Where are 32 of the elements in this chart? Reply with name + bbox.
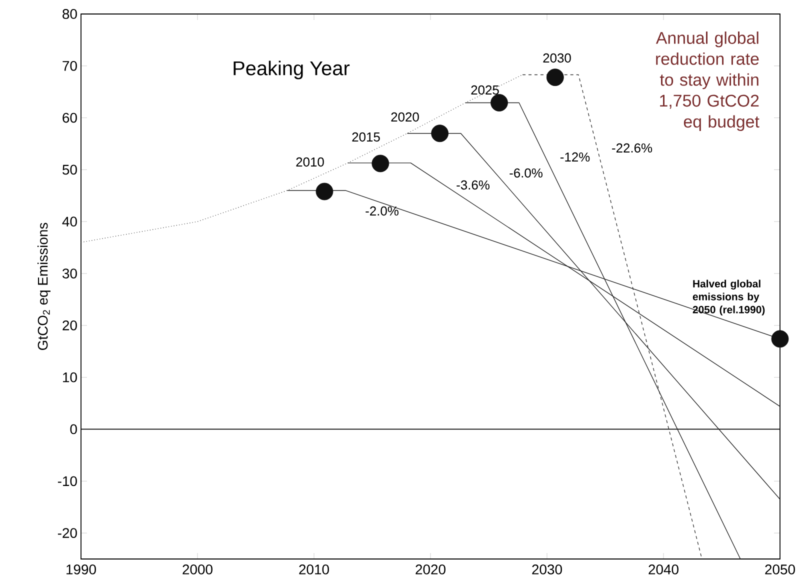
y-tick-label: 30	[62, 268, 77, 278]
y-tick-label: -10	[58, 476, 77, 486]
y-tick-label: 20	[62, 320, 77, 330]
x-tick-label: 2050	[765, 564, 795, 574]
annotation: Annual global reduction rate to stay within 1,750 GtCO2 eq budget	[656, 32, 760, 131]
annotation: 2030	[543, 53, 571, 63]
x-tick-label: 2010	[299, 564, 329, 574]
y-axis-title: GtCO$_{2}$ eq Emissions	[37, 222, 50, 350]
y-tick-label: 60	[62, 112, 77, 123]
annotation: 2020	[391, 112, 419, 122]
y-tick-label: -20	[58, 528, 77, 538]
x-tick-label: 1990	[66, 564, 96, 574]
y-tick-label: 10	[63, 372, 77, 382]
y-tick-label: 40	[62, 216, 77, 227]
x-tick-label: 2040	[648, 564, 678, 574]
y-tick-label: 50	[62, 164, 77, 175]
x-tick-label: 2030	[532, 564, 562, 574]
x-tick-label: 2020	[416, 564, 446, 574]
annotation: 2010	[296, 157, 324, 167]
annotation: -2.0%	[366, 206, 398, 216]
annotation: Halved global emissions by 2050 (rel.1990)	[692, 280, 765, 316]
text: Peaking Year	[234, 60, 350, 80]
annotation: -3.6%	[456, 180, 490, 190]
annotation: -12%	[560, 152, 590, 162]
y-tick-label: 70	[62, 60, 77, 71]
x-tick-label: 2000	[182, 564, 212, 574]
annotation: 2015	[352, 132, 380, 142]
y-tick-label: 80	[62, 9, 77, 19]
annotation: -22.6%	[612, 143, 652, 153]
annotation: -6.0%	[510, 168, 542, 178]
y-tick-label: 0	[70, 424, 77, 434]
annotation: 2025	[471, 85, 499, 95]
